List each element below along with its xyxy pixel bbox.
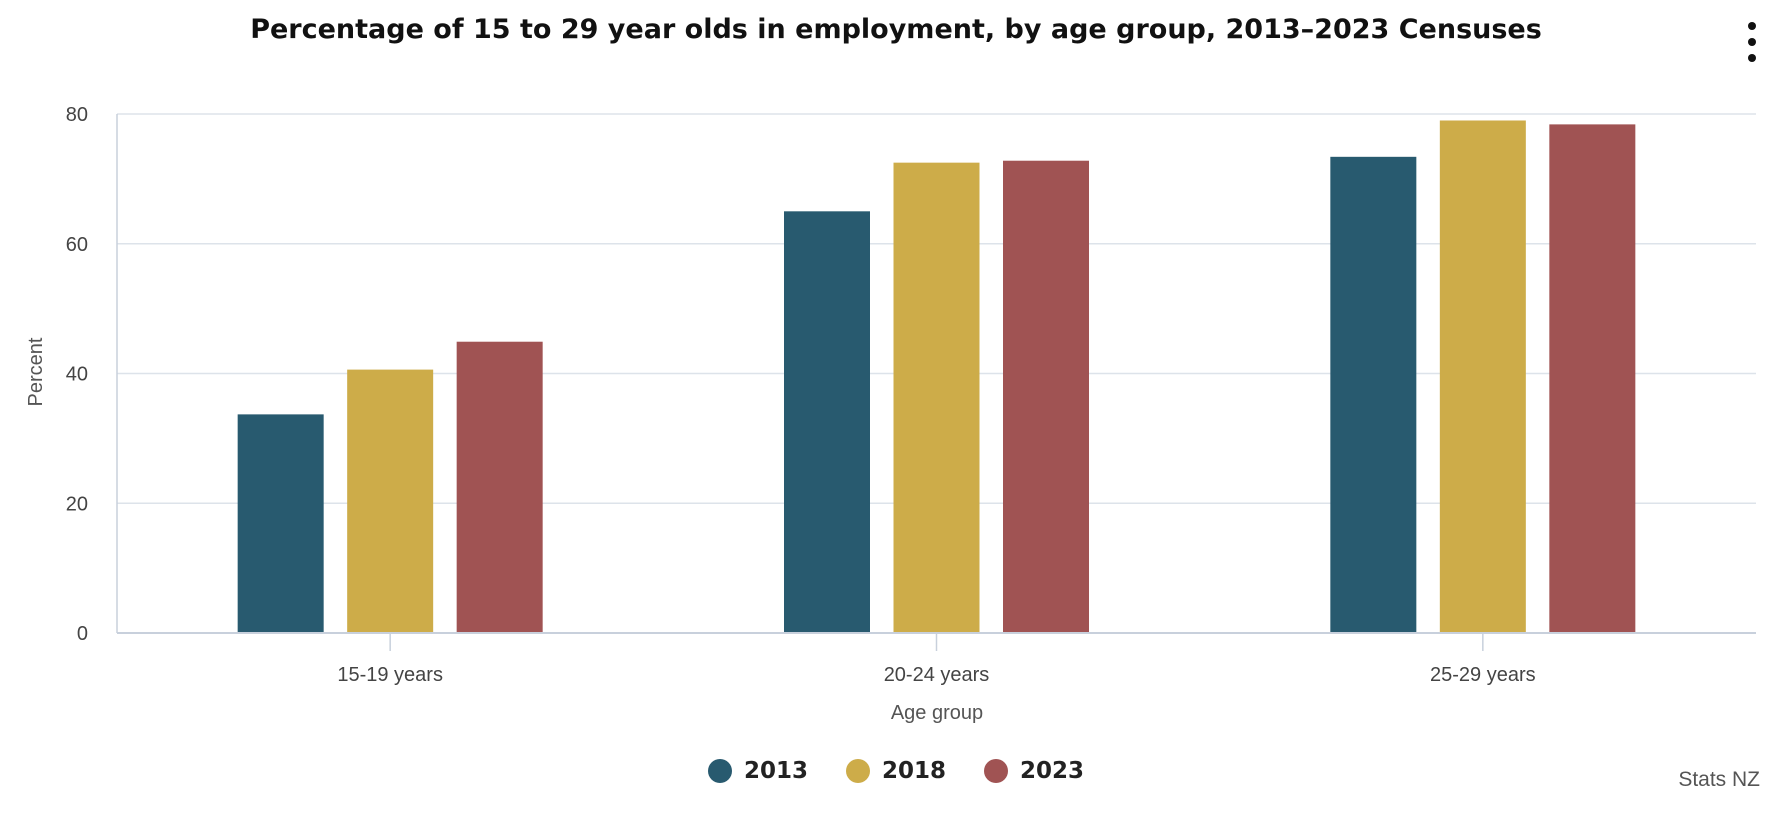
bars: [237, 120, 1636, 634]
more-vertical-icon-dot: [1748, 54, 1756, 62]
chart-title: Percentage of 15 to 29 year olds in empl…: [250, 14, 1542, 45]
y-tick-label: 20: [66, 493, 88, 515]
x-axis-label: Age group: [891, 702, 983, 724]
bar-2023-15-19-years[interactable]: [456, 341, 543, 633]
legend-label: 2023: [1020, 758, 1085, 784]
bar-2018-15-19-years[interactable]: [347, 369, 434, 633]
legend-item-2013[interactable]: 2013: [707, 758, 808, 784]
axes: 0 20 40 60 80 15-19 years 20-24 years 25-29 yea…: [66, 104, 1756, 686]
bar-2023-25-29-years[interactable]: [1549, 124, 1636, 633]
y-axis-label: Percent: [25, 337, 47, 406]
bar-2023-20-24-years[interactable]: [1003, 160, 1089, 633]
legend-item-2023[interactable]: 2023: [984, 758, 1084, 784]
y-tick-label: 0: [77, 623, 88, 645]
credits[interactable]: Stats NZ: [1678, 768, 1760, 791]
more-vertical-icon-dot: [1748, 38, 1756, 46]
legend-swatch: [984, 759, 1008, 783]
bar-2018-20-24-years[interactable]: [893, 162, 980, 633]
bar-2013-20-24-years[interactable]: [784, 211, 870, 633]
y-tick-label: 80: [66, 104, 88, 126]
legend-item-2018[interactable]: 2018: [845, 758, 946, 784]
y-tick-label: 60: [66, 234, 88, 256]
legend-label: 2013: [743, 758, 808, 784]
x-tick-label: 20-24 years: [884, 664, 990, 686]
x-tick-label: 15-19 years: [337, 664, 443, 686]
bar-2018-25-29-years[interactable]: [1439, 120, 1526, 634]
y-tick-label: 40: [66, 364, 88, 386]
legend-label: 2018: [881, 758, 946, 784]
legend: 2013 2018 2023: [0, 758, 1792, 784]
chart-menu-button[interactable]: [1738, 22, 1766, 62]
legend-swatch: [707, 759, 732, 783]
more-vertical-icon: [1748, 22, 1756, 30]
x-tick-label: 25-29 years: [1430, 664, 1536, 686]
bar-2013-15-19-years[interactable]: [237, 414, 324, 633]
legend-swatch: [845, 759, 870, 783]
bar-2013-25-29-years[interactable]: [1330, 156, 1417, 633]
